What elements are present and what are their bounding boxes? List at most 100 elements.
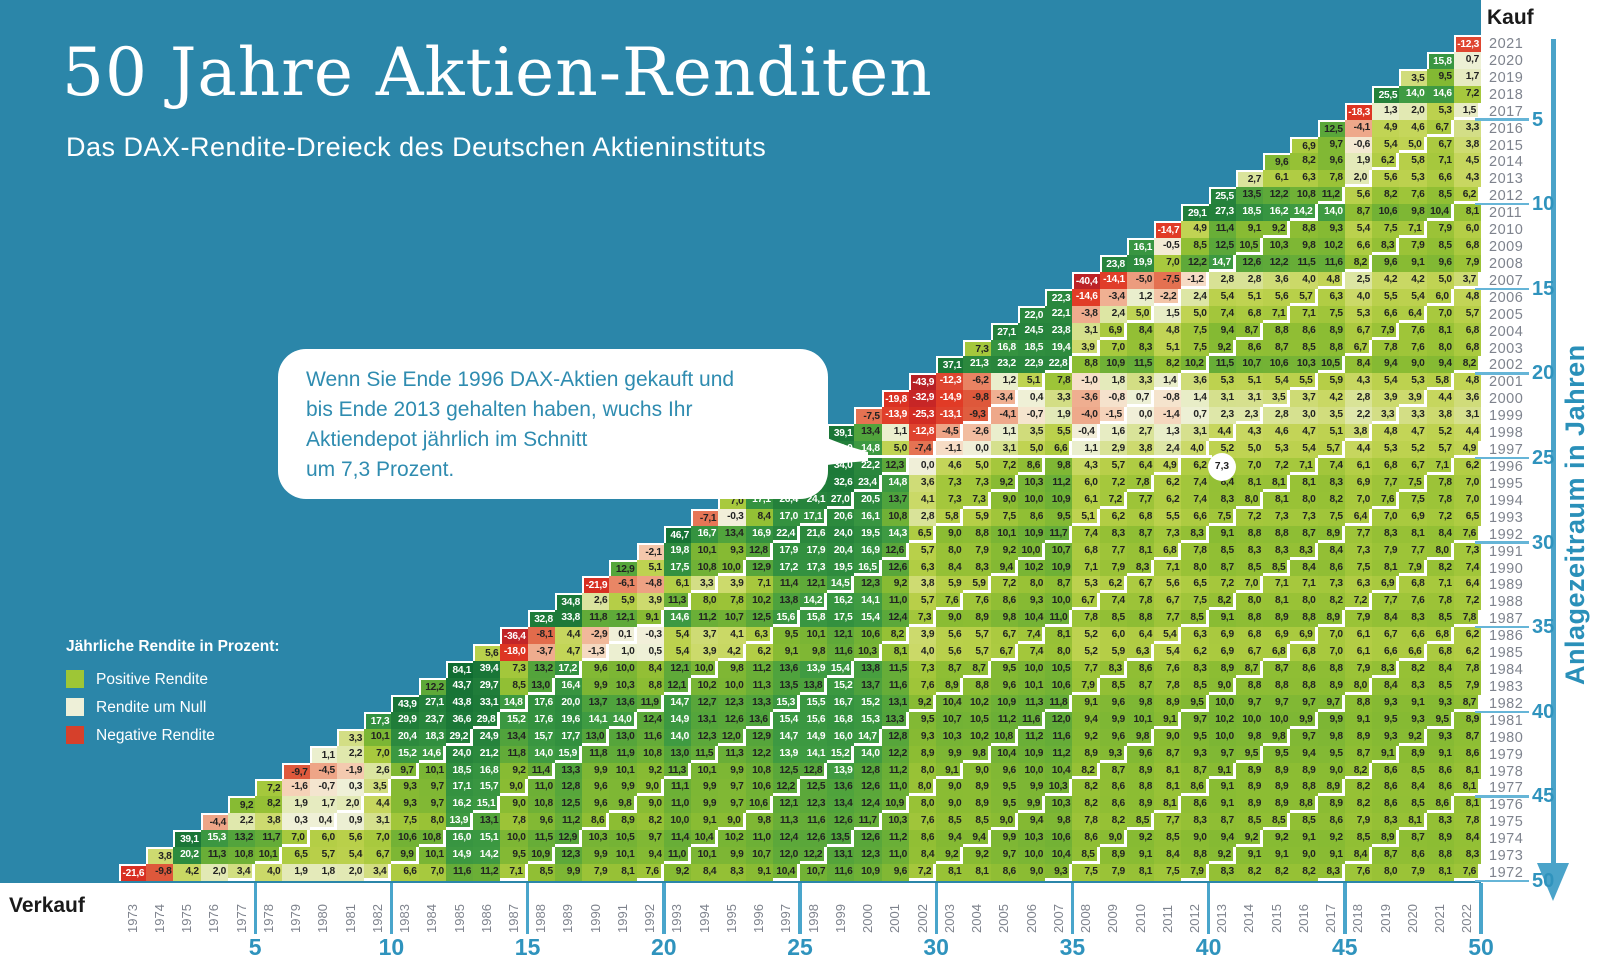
sell-year-label: 2014 <box>1241 904 1257 933</box>
return-cell: 12,9 <box>554 830 583 848</box>
return-cell: 18,3 <box>418 728 446 746</box>
return-cell: 5,3 <box>1399 170 1427 188</box>
sell-year-label: 1975 <box>179 904 195 933</box>
return-cell: 11,0 <box>663 796 692 814</box>
return-cell: 6,2 <box>1099 508 1127 526</box>
return-cell: 9,1 <box>1344 711 1373 729</box>
return-cell: 19,9 <box>1126 254 1155 272</box>
return-cell: 5,0 <box>963 458 991 475</box>
return-cell: 20,5 <box>854 491 882 509</box>
return-cell: -4,4 <box>200 813 228 831</box>
return-cell: 12,1 <box>827 627 855 645</box>
return-cell: 4,8 <box>1317 271 1345 289</box>
return-cell: 9,9 <box>582 677 610 695</box>
return-cell: 22,1 <box>1045 305 1073 323</box>
return-cell: 7,2 <box>255 779 283 797</box>
return-cell: 9,4 <box>1208 322 1236 340</box>
return-cell: 9,0 <box>990 813 1018 831</box>
return-cell: 8,8 <box>1235 677 1264 695</box>
return-cell: 9,9 <box>391 847 419 865</box>
return-cell: 9,0 <box>1099 830 1127 848</box>
return-cell: 18,5 <box>1235 204 1264 222</box>
return-cell: 6,4 <box>1344 508 1373 526</box>
return-cell: 20,0 <box>554 694 583 712</box>
buy-year-label: 1996 <box>1489 459 1524 475</box>
return-cell: 10,4 <box>772 864 800 881</box>
return-cell: 5,7 <box>908 542 937 560</box>
return-cell: 10,0 <box>1017 847 1046 865</box>
return-cell: 6,8 <box>1453 339 1481 357</box>
return-cell: 8,2 <box>1290 864 1318 881</box>
holding-tick-line <box>1475 541 1529 544</box>
return-cell: 9,8 <box>963 745 991 763</box>
return-cell: 8,2 <box>881 627 909 645</box>
return-cell: 5,1 <box>636 559 664 577</box>
return-cell: -1,1 <box>936 441 964 458</box>
return-cell: 8,3 <box>1126 339 1155 357</box>
return-cell: 10,0 <box>1045 593 1073 611</box>
return-cell: 9,2 <box>963 847 991 865</box>
return-cell: 9,8 <box>609 796 637 814</box>
return-cell: 10,1 <box>691 542 719 560</box>
buy-year-label: 2020 <box>1489 52 1524 69</box>
return-cell: 13,8 <box>800 677 828 695</box>
return-cell: 16,8 <box>990 339 1018 357</box>
return-cell: 9,1 <box>1208 779 1236 797</box>
return-cell: 7,5 <box>1372 221 1400 239</box>
return-cell: 7,6 <box>1453 864 1481 881</box>
sell-year-label: 2004 <box>969 904 985 933</box>
sell-tick-label: 25 <box>787 934 813 960</box>
return-cell: 11,0 <box>1045 610 1073 628</box>
return-cell: 8,6 <box>1126 661 1155 678</box>
return-cell: 8,4 <box>636 661 664 678</box>
return-cell: 10,5 <box>1235 238 1264 255</box>
return-cell: 5,4 <box>1344 221 1373 239</box>
return-cell: 0,4 <box>309 813 337 831</box>
return-cell: 9,7 <box>418 779 446 797</box>
return-cell: 7,1 <box>1426 458 1454 475</box>
return-cell: 8,8 <box>1317 339 1345 357</box>
return-cell: 7,6 <box>1154 661 1182 678</box>
return-cell: 10,1 <box>1126 711 1155 729</box>
return-cell: 8,2 <box>1399 661 1427 678</box>
return-cell: 6,0 <box>1099 627 1127 645</box>
return-cell: 4,2 <box>173 864 201 881</box>
return-cell: 9,2 <box>881 576 909 594</box>
return-cell: 11,2 <box>1045 745 1073 763</box>
return-cell: 9,8 <box>1263 728 1291 746</box>
sell-year-label: 1974 <box>151 904 167 933</box>
return-cell: 9,1 <box>1154 711 1182 729</box>
return-cell: 7,8 <box>500 813 528 831</box>
return-cell: 7,4 <box>1017 644 1046 662</box>
return-cell: 5,8 <box>936 508 964 526</box>
return-cell: 6,7 <box>990 627 1018 645</box>
return-cell: 3,8 <box>908 576 937 594</box>
sell-year-label: 1981 <box>342 904 358 933</box>
return-cell: 7,0 <box>1453 491 1481 509</box>
return-cell: 8,2 <box>1208 593 1236 611</box>
return-cell: 9,5 <box>1263 745 1291 763</box>
return-cell: 8,6 <box>1399 847 1427 865</box>
return-cell: 5,3 <box>1208 373 1236 391</box>
return-cell: 9,9 <box>718 762 746 780</box>
return-cell: 8,3 <box>1372 525 1400 543</box>
return-cell: 6,2 <box>1099 576 1127 594</box>
return-cell: 7,0 <box>364 830 392 848</box>
return-cell: 11,9 <box>636 694 664 712</box>
return-cell: 3,1 <box>1181 424 1209 442</box>
return-cell: 8,2 <box>1426 559 1454 577</box>
return-cell: 7,0 <box>1235 458 1264 475</box>
return-cell: 6,1 <box>1344 627 1373 645</box>
return-cell: 6,3 <box>745 627 773 645</box>
return-cell: 6,3 <box>1344 576 1373 594</box>
return-cell: 10,2 <box>745 593 773 611</box>
return-cell: 7,6 <box>1399 339 1427 357</box>
sell-tick-label: 40 <box>1195 934 1222 960</box>
return-cell: 4,8 <box>1372 424 1400 442</box>
return-cell: 13,4 <box>500 728 528 746</box>
return-cell: 21,2 <box>473 745 501 763</box>
return-cell: 7,1 <box>745 576 773 594</box>
return-cell: 11,6 <box>800 813 828 831</box>
return-cell: -14,6 <box>1072 288 1100 306</box>
return-cell: 8,6 <box>1317 813 1345 831</box>
